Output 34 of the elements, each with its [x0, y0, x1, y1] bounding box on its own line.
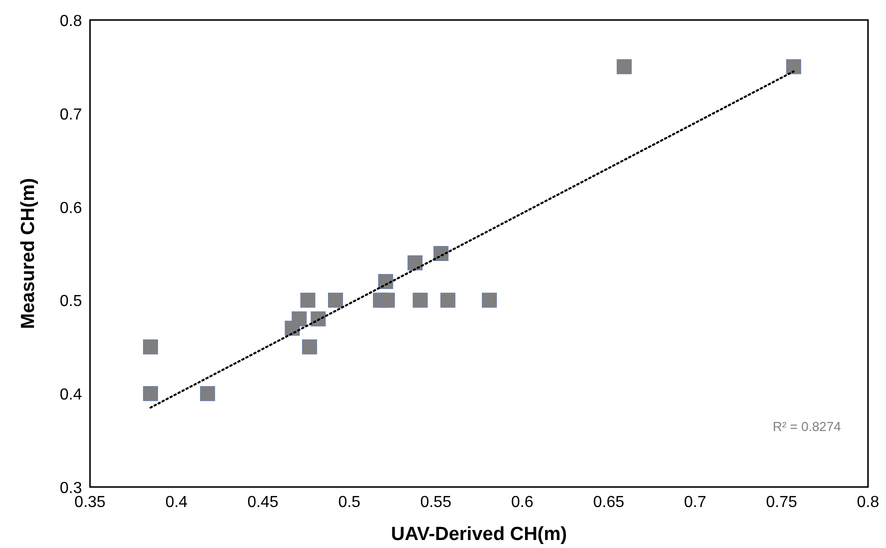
x-tick-label: 0.7	[684, 494, 706, 511]
point	[408, 255, 423, 270]
x-tick-label: 0.65	[593, 494, 624, 511]
x-axis-title: UAV-Derived CH(m)	[391, 524, 567, 545]
x-tick-label: 0.55	[420, 494, 452, 511]
annotation: R² = 0.8274	[772, 419, 841, 434]
x-tick-label: 0.6	[511, 494, 534, 511]
y-tick-label: 0.3	[60, 480, 82, 497]
y-tick-label: 0.7	[60, 106, 82, 124]
y-tick-label: 0.5	[60, 293, 82, 310]
point	[440, 292, 456, 308]
y-tick-label: 0.4	[60, 386, 82, 404]
point	[412, 292, 428, 308]
point	[786, 59, 802, 74]
point	[380, 292, 395, 308]
x-tick-label: 0.35	[74, 494, 106, 511]
y-tick-label: 0.8	[60, 13, 82, 30]
y-axis-title: Measured CH(m)	[18, 178, 39, 329]
point	[378, 274, 394, 290]
x-tick-label: 0.75	[766, 494, 798, 511]
x-tick-label: 0.45	[247, 494, 279, 511]
point	[200, 386, 216, 402]
point	[302, 339, 318, 354]
point	[143, 386, 158, 402]
y-tick-label: 0.6	[60, 200, 82, 217]
point	[328, 292, 343, 308]
x-tick-label: 0.4	[165, 494, 188, 511]
x-tick-label: 0.5	[338, 494, 361, 511]
point	[300, 292, 316, 308]
x-tick-label: 0.8	[856, 494, 880, 511]
point	[292, 311, 307, 326]
point	[482, 292, 497, 308]
point	[616, 59, 632, 74]
point	[143, 339, 158, 354]
